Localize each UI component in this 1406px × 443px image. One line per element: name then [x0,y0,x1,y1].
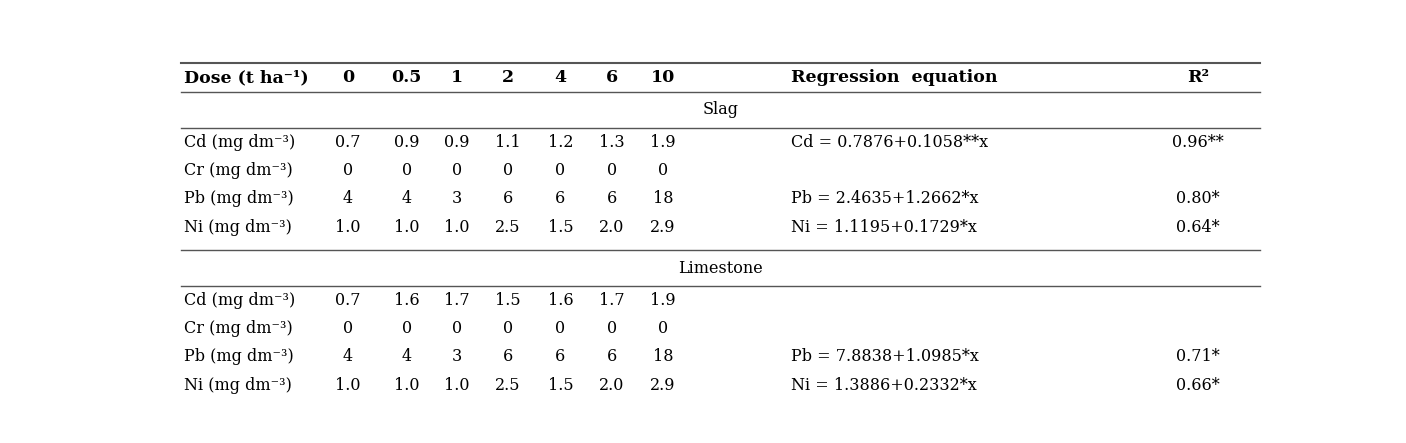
Text: 10: 10 [651,69,675,86]
Text: 2.0: 2.0 [599,219,624,236]
Text: 1.6: 1.6 [394,292,419,309]
Text: 0: 0 [402,320,412,337]
Text: 3: 3 [451,349,463,365]
Text: 0.7: 0.7 [335,292,361,309]
Text: Cr (mg dm⁻³): Cr (mg dm⁻³) [184,320,294,337]
Text: Cd (mg dm⁻³): Cd (mg dm⁻³) [184,134,295,151]
Text: 0: 0 [658,320,668,337]
Text: 0.80*: 0.80* [1175,190,1219,207]
Text: 1.9: 1.9 [650,134,676,151]
Text: Pb = 7.8838+1.0985*x: Pb = 7.8838+1.0985*x [792,349,979,365]
Text: 0.66*: 0.66* [1175,377,1220,394]
Text: Ni = 1.1195+0.1729*x: Ni = 1.1195+0.1729*x [792,219,977,236]
Text: 0: 0 [343,320,353,337]
Text: 1.7: 1.7 [599,292,624,309]
Text: 0: 0 [555,162,565,179]
Text: 3: 3 [451,190,463,207]
Text: 0.64*: 0.64* [1175,219,1219,236]
Text: 0: 0 [606,162,617,179]
Text: 18: 18 [652,190,673,207]
Text: 0: 0 [606,320,617,337]
Text: 6: 6 [606,69,617,86]
Text: 0.7: 0.7 [335,134,361,151]
Text: 0: 0 [658,162,668,179]
Text: R²: R² [1187,69,1209,86]
Text: 6: 6 [503,190,513,207]
Text: Ni (mg dm⁻³): Ni (mg dm⁻³) [184,377,292,394]
Text: 0: 0 [555,320,565,337]
Text: 1.3: 1.3 [599,134,624,151]
Text: 4: 4 [402,349,412,365]
Text: 1.0: 1.0 [335,219,361,236]
Text: Cr (mg dm⁻³): Cr (mg dm⁻³) [184,162,294,179]
Text: Limestone: Limestone [678,260,763,276]
Text: Cd = 0.7876+0.1058**x: Cd = 0.7876+0.1058**x [792,134,988,151]
Text: 0: 0 [402,162,412,179]
Text: 1.0: 1.0 [444,219,470,236]
Text: 6: 6 [503,349,513,365]
Text: Slag: Slag [703,101,738,118]
Text: Dose (t ha⁻¹): Dose (t ha⁻¹) [184,69,309,86]
Text: 6: 6 [555,349,565,365]
Text: 6: 6 [555,190,565,207]
Text: 1.0: 1.0 [444,377,470,394]
Text: 6: 6 [606,190,617,207]
Text: 1.0: 1.0 [335,377,361,394]
Text: Regression  equation: Regression equation [792,69,998,86]
Text: 4: 4 [343,190,353,207]
Text: 2.5: 2.5 [495,219,520,236]
Text: 1.9: 1.9 [650,292,676,309]
Text: 0: 0 [503,162,513,179]
Text: 1.5: 1.5 [547,377,574,394]
Text: 1.7: 1.7 [444,292,470,309]
Text: 0: 0 [342,69,354,86]
Text: 18: 18 [652,349,673,365]
Text: 0.5: 0.5 [391,69,422,86]
Text: 0: 0 [451,320,463,337]
Text: Ni (mg dm⁻³): Ni (mg dm⁻³) [184,219,292,236]
Text: 0.9: 0.9 [394,134,419,151]
Text: 4: 4 [343,349,353,365]
Text: 2.5: 2.5 [495,377,520,394]
Text: Pb (mg dm⁻³): Pb (mg dm⁻³) [184,349,294,365]
Text: 0.96**: 0.96** [1173,134,1223,151]
Text: 1.5: 1.5 [495,292,520,309]
Text: 1.0: 1.0 [394,377,419,394]
Text: 0: 0 [503,320,513,337]
Text: 1.6: 1.6 [547,292,574,309]
Text: 1.5: 1.5 [547,219,574,236]
Text: Pb = 2.4635+1.2662*x: Pb = 2.4635+1.2662*x [792,190,979,207]
Text: Ni = 1.3886+0.2332*x: Ni = 1.3886+0.2332*x [792,377,977,394]
Text: 1.0: 1.0 [394,219,419,236]
Text: 1.2: 1.2 [548,134,574,151]
Text: 2.9: 2.9 [650,219,675,236]
Text: 1.1: 1.1 [495,134,520,151]
Text: 0: 0 [451,162,463,179]
Text: 2: 2 [502,69,515,86]
Text: 2.9: 2.9 [650,377,675,394]
Text: 4: 4 [402,190,412,207]
Text: Pb (mg dm⁻³): Pb (mg dm⁻³) [184,190,294,207]
Text: 4: 4 [554,69,567,86]
Text: 0.9: 0.9 [444,134,470,151]
Text: Cd (mg dm⁻³): Cd (mg dm⁻³) [184,292,295,309]
Text: 6: 6 [606,349,617,365]
Text: 0: 0 [343,162,353,179]
Text: 1: 1 [451,69,463,86]
Text: 2.0: 2.0 [599,377,624,394]
Text: 0.71*: 0.71* [1175,349,1220,365]
